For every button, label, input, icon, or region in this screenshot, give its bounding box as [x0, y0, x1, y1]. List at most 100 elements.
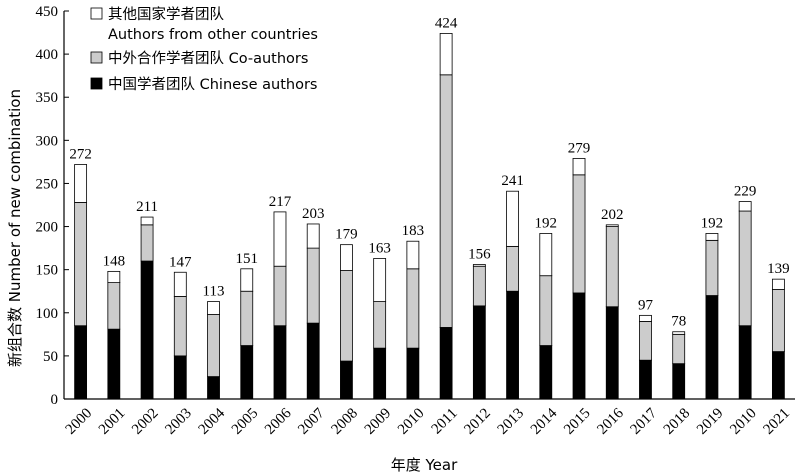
bar-segment-co-authors — [173, 295, 187, 357]
legend-label-other-countries: Authors from other countries — [108, 27, 318, 43]
bar-segment-co-authors — [273, 265, 287, 327]
bar-segment-co-authors — [140, 224, 154, 262]
bar-segment-chinese — [207, 376, 220, 400]
bar-total-label: 163 — [368, 240, 391, 256]
bar-segment-chinese — [705, 295, 719, 400]
x-tick-label: 2021 — [760, 405, 793, 438]
bar-segment-other-countries — [240, 268, 254, 292]
bar-segment-co-authors — [639, 320, 652, 361]
bar-total-label: 241 — [501, 173, 524, 189]
x-tick-label: 2017 — [628, 405, 661, 438]
legend-label-other-countries: 其他国家学者团队 — [108, 6, 224, 23]
bar-segment-other-countries — [273, 211, 287, 267]
bar-segment-other-countries — [572, 158, 586, 176]
x-tick-label: 2006 — [262, 405, 295, 438]
bar-segment-co-authors — [207, 314, 220, 377]
bar-segment-co-authors — [74, 202, 88, 327]
bar-segment-co-authors — [705, 239, 719, 296]
bar-segment-chinese — [373, 347, 387, 400]
bar-segment-other-countries — [140, 216, 154, 226]
bar-segment-other-countries — [771, 278, 785, 290]
y-axis: 0 50 100 150 200 250 300 350 400 450 — [36, 4, 69, 408]
legend-swatch-co-authors — [90, 51, 103, 64]
bar-segment-chinese — [639, 359, 652, 400]
legend: 其他国家学者团队 Authors from other countries 中外合作… — [90, 6, 318, 93]
x-tick-label: 2018 — [661, 405, 694, 438]
bar-segment-co-authors — [340, 270, 353, 362]
bar-total-label: 279 — [568, 140, 591, 156]
legend-label-chinese: 中国学者团队 Chinese authors — [108, 76, 318, 93]
bar-segment-other-countries — [439, 33, 453, 76]
y-tick-label: 150 — [36, 263, 59, 279]
bar-total-label: 272 — [69, 146, 92, 162]
y-tick-label: 200 — [36, 220, 59, 236]
bar-segment-co-authors — [439, 74, 453, 328]
bar-segment-co-authors — [539, 275, 553, 346]
bar-segment-other-countries — [705, 233, 719, 241]
bar-total-label: 192 — [701, 215, 724, 231]
bar-total-label: 148 — [103, 253, 126, 269]
bar-segment-chinese — [572, 292, 586, 400]
bar-segment-other-countries — [539, 233, 553, 277]
bar-segment-other-countries — [506, 190, 519, 247]
bar-segment-co-authors — [506, 245, 519, 292]
bar-segment-chinese — [506, 290, 519, 400]
bar-segment-other-countries — [639, 314, 652, 322]
y-tick-label: 450 — [36, 4, 59, 20]
legend-label-co-authors: 中外合作学者团队 Co-authors — [108, 50, 308, 67]
bar-total-label: 151 — [236, 251, 259, 267]
bar-segment-other-countries — [472, 264, 486, 267]
bar-segment-chinese — [74, 325, 88, 400]
bar-segment-chinese — [472, 305, 486, 400]
bar-total-label: 147 — [169, 254, 192, 270]
bar-segment-co-authors — [472, 265, 486, 307]
x-tick-label: 2009 — [362, 405, 395, 438]
bar-total-label: 179 — [335, 227, 358, 243]
bar-total-label: 211 — [136, 199, 158, 215]
bar-segment-co-authors — [107, 282, 121, 330]
x-tick-label: 2001 — [96, 405, 129, 438]
bar-segment-chinese — [738, 325, 752, 400]
y-tick-label: 300 — [36, 133, 59, 149]
y-tick-label: 250 — [36, 176, 59, 192]
bar-segment-other-countries — [738, 201, 752, 212]
x-tick-label: 2016 — [594, 405, 627, 438]
legend-swatch-other-countries — [90, 7, 103, 20]
x-tick-label: 2002 — [129, 405, 162, 438]
bar-segment-chinese — [340, 360, 353, 400]
bar-total-label: 424 — [435, 15, 458, 31]
bar-total-label: 192 — [535, 215, 558, 231]
y-tick-label: 100 — [36, 306, 59, 322]
legend-swatch-chinese — [90, 77, 103, 90]
y-axis-title: 新组合数 Number of new combination — [6, 89, 24, 367]
bar-total-label: 97 — [638, 297, 654, 313]
x-axis: 2000 2001 2002 2003 2004 2005 2006 2007 2008 2009… — [63, 398, 795, 438]
x-tick-label: 2019 — [694, 405, 727, 438]
bar-segment-chinese — [672, 363, 686, 400]
bar-segment-other-countries — [672, 331, 686, 335]
bar-total-label: 139 — [767, 261, 790, 277]
x-tick-label: 2010 — [395, 405, 428, 438]
bar-segment-chinese — [539, 345, 553, 400]
bar-segment-chinese — [173, 355, 187, 400]
bar-segment-chinese — [306, 322, 320, 400]
bar-total-label: 78 — [671, 314, 686, 330]
x-tick-label: 2011 — [429, 405, 461, 437]
bar-segment-other-countries — [605, 224, 619, 227]
bar-segment-chinese — [140, 260, 154, 400]
y-tick-label: 0 — [51, 392, 59, 408]
bar-segment-co-authors — [240, 290, 254, 346]
x-tick-label: 2010 — [727, 405, 760, 438]
bar-total-label: 183 — [402, 223, 425, 239]
bar-segment-co-authors — [406, 268, 420, 349]
bar-segment-other-countries — [74, 164, 88, 203]
bar-total-label: 203 — [302, 206, 325, 222]
bar-segment-other-countries — [173, 271, 187, 297]
bar-segment-co-authors — [605, 226, 619, 308]
x-tick-label: 2015 — [561, 405, 594, 438]
bar-segment-other-countries — [207, 301, 220, 315]
x-tick-label: 2014 — [528, 405, 561, 438]
bar-segment-chinese — [605, 306, 619, 400]
bar-segment-other-countries — [107, 270, 121, 284]
bar-segment-chinese — [439, 327, 453, 400]
